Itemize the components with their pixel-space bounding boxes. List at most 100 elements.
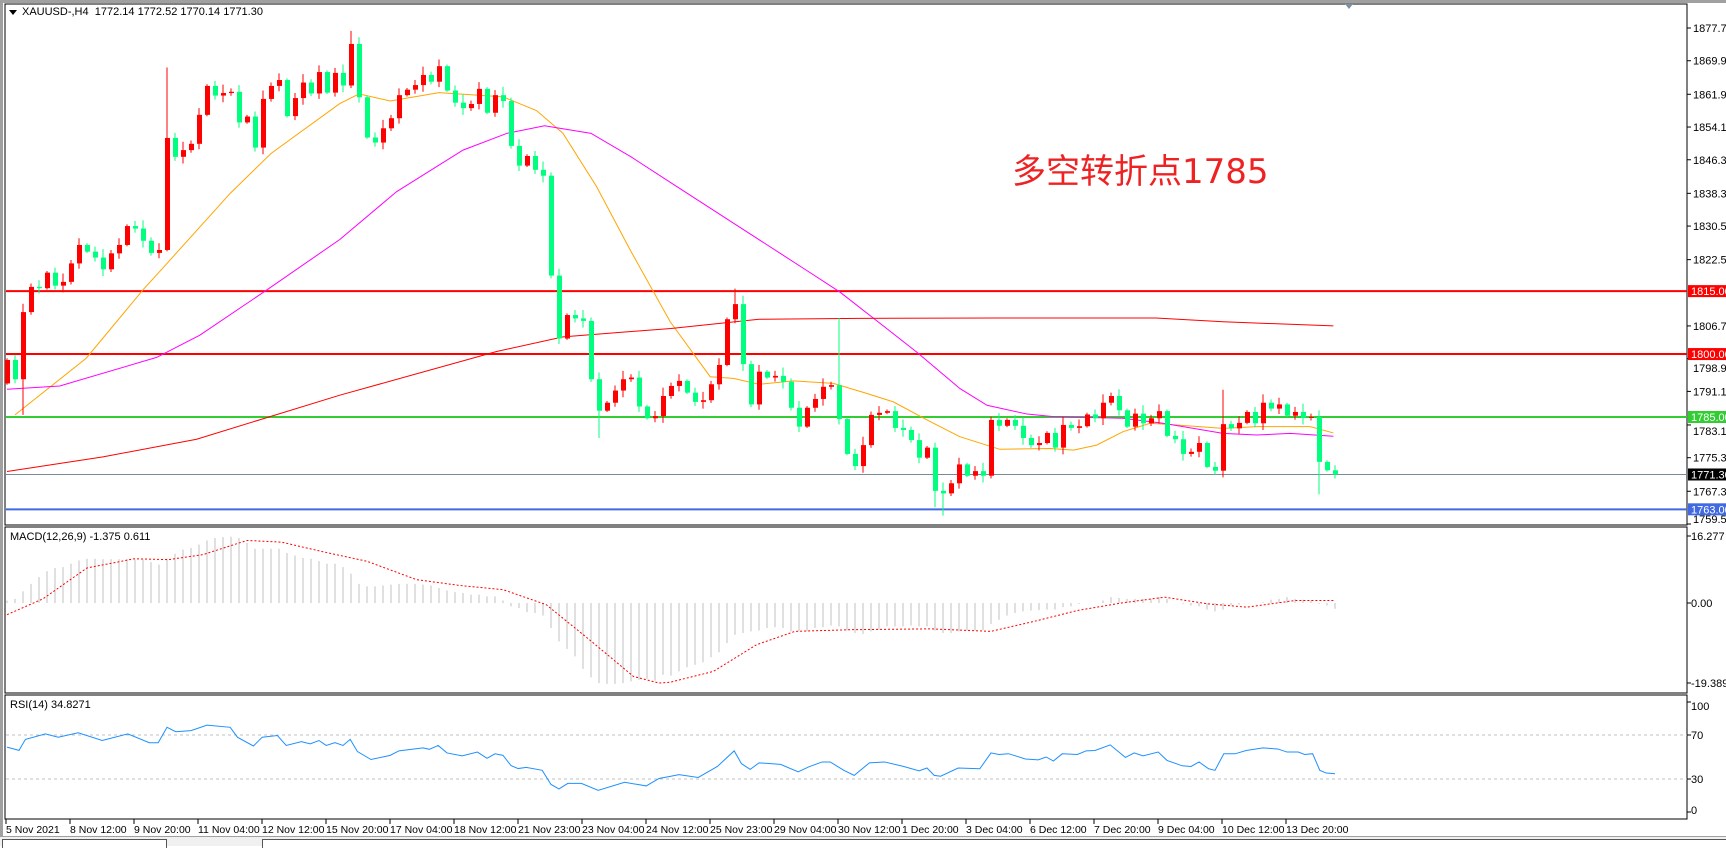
candle-bear bbox=[1213, 466, 1218, 471]
candle-bull bbox=[661, 396, 666, 417]
level-price-label: 1785.00 bbox=[1691, 412, 1726, 424]
candle-bull bbox=[5, 359, 10, 384]
candle-bull bbox=[277, 80, 282, 86]
candle-bull bbox=[349, 43, 354, 86]
candle-bear bbox=[1053, 432, 1058, 448]
candle-bear bbox=[173, 137, 178, 157]
price-axis-label: 1767.30 bbox=[1693, 486, 1726, 498]
candle-bull bbox=[1037, 443, 1042, 446]
time-axis-label: 17 Nov 04:00 bbox=[390, 824, 453, 836]
rsi-axis-label: 100 bbox=[1691, 701, 1709, 713]
candle-bull bbox=[1149, 418, 1154, 424]
candle-bear bbox=[517, 145, 522, 166]
candle-bear bbox=[373, 137, 378, 143]
candle-bear bbox=[1117, 396, 1122, 411]
candle-bull bbox=[301, 82, 306, 99]
candle-bull bbox=[69, 263, 74, 282]
candle-bear bbox=[13, 359, 18, 380]
candle-bull bbox=[45, 272, 50, 289]
candle-bear bbox=[93, 251, 98, 258]
time-axis-label: 25 Nov 23:00 bbox=[710, 824, 773, 836]
candle-bear bbox=[237, 91, 242, 123]
chart-menu-triangle-icon[interactable] bbox=[9, 10, 17, 15]
candle-bull bbox=[813, 398, 818, 408]
candle-bear bbox=[749, 364, 754, 405]
ma-slow-line bbox=[6, 317, 1334, 473]
chart-tab[interactable] bbox=[2, 839, 167, 848]
candle-bull bbox=[77, 244, 82, 264]
level-price-tag bbox=[1688, 285, 1726, 298]
candle-bull bbox=[565, 315, 570, 339]
chart-tab-strip bbox=[0, 836, 1726, 848]
time-axis-label: 18 Nov 12:00 bbox=[454, 824, 517, 836]
candle-bull bbox=[877, 412, 882, 415]
candle-bear bbox=[1093, 414, 1098, 419]
candle-bear bbox=[853, 453, 858, 467]
chart-tab[interactable] bbox=[262, 839, 1726, 848]
candle-bull bbox=[317, 72, 322, 94]
candle-bear bbox=[573, 315, 578, 319]
candle-bull bbox=[333, 72, 338, 93]
price-axis-label: 1854.10 bbox=[1693, 122, 1726, 134]
candle-bull bbox=[205, 85, 210, 115]
candle-bear bbox=[845, 419, 850, 454]
candle-bear bbox=[133, 226, 138, 229]
candle-bull bbox=[821, 386, 826, 399]
candle-bull bbox=[29, 286, 34, 313]
candle-bull bbox=[1133, 413, 1138, 427]
candle-bull bbox=[1237, 422, 1242, 429]
candle-bull bbox=[1077, 426, 1082, 428]
candle-bull bbox=[1197, 443, 1202, 452]
chart-shift-marker-icon[interactable] bbox=[1345, 4, 1353, 9]
candle-bull bbox=[197, 114, 202, 144]
candle-bull bbox=[805, 407, 810, 427]
candle-bull bbox=[221, 93, 226, 96]
candle-bear bbox=[901, 427, 906, 431]
candle-bear bbox=[309, 82, 314, 94]
candle-bear bbox=[357, 43, 362, 98]
price-axis-label: 1830.50 bbox=[1693, 221, 1726, 233]
candle-bull bbox=[973, 471, 978, 476]
candle-bear bbox=[1013, 419, 1018, 426]
ohlc-values: 1772.14 1772.52 1770.14 1771.30 bbox=[94, 6, 263, 18]
candle-bull bbox=[1245, 411, 1250, 423]
candle-bear bbox=[365, 97, 370, 138]
candle-bear bbox=[37, 286, 42, 289]
time-axis-label: 1 Dec 20:00 bbox=[902, 824, 959, 836]
macd-axis-label: 16.277 bbox=[1691, 531, 1725, 543]
window-left-border bbox=[0, 0, 3, 836]
candle-bear bbox=[837, 385, 842, 420]
candle-bull bbox=[757, 371, 762, 405]
rsi-axis-label: 0 bbox=[1691, 805, 1697, 817]
candle-bear bbox=[1125, 410, 1130, 427]
candle-bear bbox=[429, 74, 434, 82]
candle-bull bbox=[493, 95, 498, 113]
price-axis-label: 1775.30 bbox=[1693, 453, 1726, 465]
candle-bear bbox=[797, 407, 802, 427]
candle-bear bbox=[453, 90, 458, 103]
candle-bear bbox=[445, 66, 450, 91]
time-axis-label: 5 Nov 2021 bbox=[6, 824, 60, 836]
price-axis-label: 1806.70 bbox=[1693, 321, 1726, 333]
candle-bear bbox=[741, 304, 746, 365]
candle-bull bbox=[229, 91, 234, 94]
level-price-tag bbox=[1688, 410, 1726, 423]
candle-bear bbox=[637, 377, 642, 407]
candle-bull bbox=[261, 98, 266, 148]
candle-bull bbox=[413, 85, 418, 90]
candle-bear bbox=[149, 240, 154, 253]
candle-bear bbox=[981, 471, 986, 476]
candle-bear bbox=[1141, 413, 1146, 424]
candle-bull bbox=[717, 364, 722, 385]
candle-bear bbox=[461, 102, 466, 109]
time-axis-label: 9 Dec 04:00 bbox=[1158, 824, 1215, 836]
candle-bear bbox=[1317, 416, 1322, 462]
macd-signal-line bbox=[6, 539, 1336, 684]
price-axis-label: 1783.10 bbox=[1693, 426, 1726, 438]
candle-bear bbox=[541, 169, 546, 176]
candle-bull bbox=[1061, 424, 1066, 448]
candle-bull bbox=[189, 143, 194, 151]
candle-bear bbox=[1173, 435, 1178, 440]
candle-bear bbox=[557, 275, 562, 339]
